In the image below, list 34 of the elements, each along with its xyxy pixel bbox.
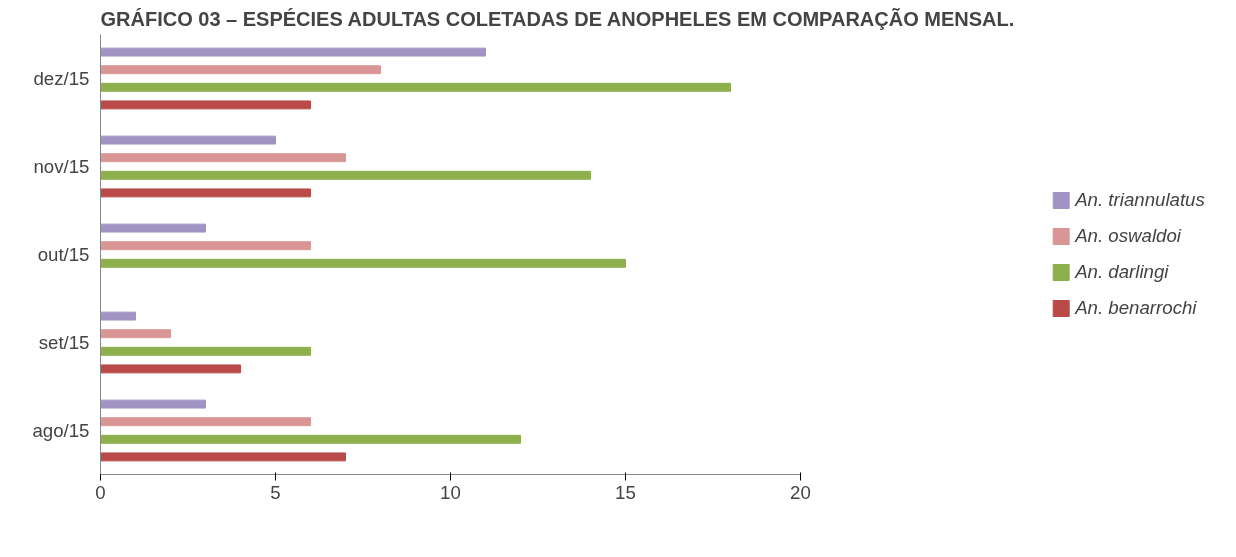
bar [100,135,276,145]
x-tick-label: 10 [440,481,461,503]
legend-label: An. triannulatus [1075,189,1205,211]
bar [100,100,311,110]
bar [100,311,136,321]
bar [100,47,486,57]
x-tick-label: 5 [270,481,281,503]
bar [100,258,626,268]
bar [100,241,311,251]
legend-label: An. oswaldoi [1075,225,1181,247]
bar [100,452,346,462]
bar [100,399,206,409]
bar [100,346,311,356]
x-tick-label: 20 [790,481,811,503]
legend-label: An. darlingi [1075,261,1169,283]
y-tick-label: nov/15 [33,156,90,177]
bar [100,417,311,427]
legend-label: An. benarrochi [1075,297,1197,319]
bar [100,223,206,233]
y-tick-label: out/15 [37,244,90,265]
y-tick-label: ago/15 [32,420,90,441]
bar [100,170,591,180]
bar [100,82,731,92]
y-tick-label: dez/15 [33,68,90,89]
bar [100,188,311,198]
bar [100,329,171,339]
bar [100,364,241,374]
bar [100,65,381,75]
x-tick-label: 0 [95,481,106,503]
chart-title: GRÁFICO 03 – ESPÉCIES ADULTAS COLETADAS DE ANOPHELES EM COMPARAÇÃO MENSAL. [100,7,1015,30]
y-tick-label: set/15 [38,332,90,353]
bar [100,434,521,444]
bar [100,153,346,163]
x-tick-label: 15 [615,481,636,503]
